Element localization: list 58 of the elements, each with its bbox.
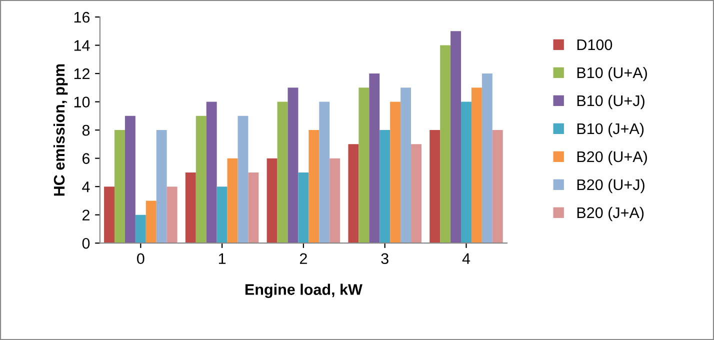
y-tick-label: 14	[74, 40, 90, 51]
bar	[114, 130, 125, 244]
legend-label: D100	[577, 39, 612, 50]
bar	[390, 102, 401, 244]
bar	[400, 88, 412, 244]
x-tick-label: 3	[381, 253, 388, 264]
bar	[308, 130, 320, 244]
bar	[104, 186, 114, 244]
bar	[430, 130, 440, 244]
legend-label: B10 (U+J)	[577, 94, 644, 110]
x-tick-label: 0	[137, 253, 144, 264]
bar	[216, 186, 228, 244]
bar	[482, 74, 492, 244]
bar	[277, 102, 288, 244]
bar	[288, 88, 298, 244]
y-tick-label: 2	[82, 210, 90, 220]
y-tick-label: 8	[82, 124, 90, 136]
bar	[461, 102, 472, 244]
bar	[440, 45, 451, 244]
bar	[471, 88, 482, 244]
y-tick-label: 16	[74, 12, 90, 23]
legend-label: B10 (J+A)	[577, 122, 644, 138]
x-tick-label: 4	[462, 253, 470, 264]
x-axis-title: Engine load, kW	[245, 284, 362, 298]
y-axis-title: HC emission, ppm	[53, 64, 68, 196]
bar	[348, 144, 359, 244]
bar	[450, 31, 462, 244]
y-tick-label: 4	[82, 182, 90, 192]
y-tick-label: 0	[82, 238, 90, 249]
bar	[330, 158, 340, 244]
bar	[227, 158, 238, 244]
y-tick-label: 12	[74, 68, 90, 80]
bar	[185, 172, 196, 244]
bar	[124, 116, 136, 244]
bar	[266, 158, 278, 244]
bar	[166, 186, 178, 244]
bar	[238, 116, 248, 244]
bar	[319, 102, 330, 244]
bar	[380, 130, 390, 244]
legend-label: B20 (U+J)	[577, 178, 644, 194]
legend-label: B20 (U+A)	[577, 150, 647, 166]
bar	[411, 144, 422, 244]
bar	[492, 130, 503, 244]
bar	[369, 74, 380, 244]
y-tick-label: 10	[74, 96, 90, 108]
legend-label: B10 (U+A)	[577, 66, 647, 82]
x-tick-label: 2	[300, 253, 307, 264]
bar	[146, 200, 156, 244]
bar	[196, 116, 206, 244]
bar	[298, 172, 309, 244]
x-tick-label: 1	[218, 253, 226, 264]
bar	[358, 88, 370, 244]
bar	[206, 102, 217, 244]
legend-label: B20 (J+A)	[577, 206, 644, 222]
bar	[248, 172, 259, 244]
y-tick-label: 6	[82, 153, 90, 164]
bar	[135, 214, 146, 244]
bar	[156, 130, 167, 244]
